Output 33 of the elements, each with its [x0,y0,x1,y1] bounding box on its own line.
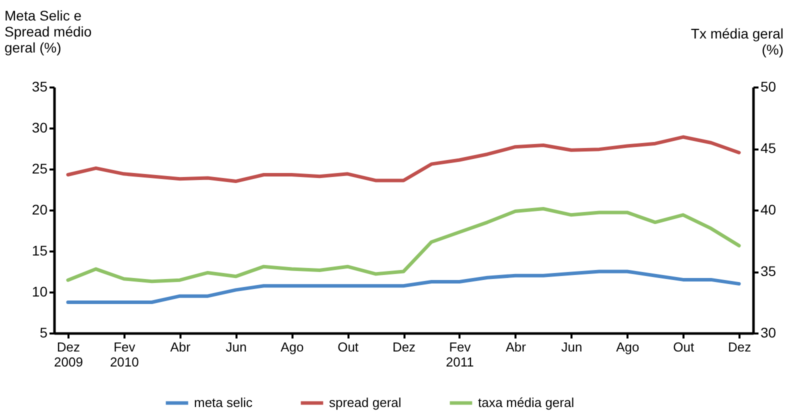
x-tick-label: Dez 2009 [54,340,83,370]
y2-tick-label: 50 [760,78,776,94]
line-series [66,207,741,284]
x-tick-label: Abr [506,340,527,354]
x-tick-label: Abr [170,340,192,354]
y-tick-label: 30 [32,120,48,136]
y-axis-title: Meta Selic e Spread médio geral (%) [4,8,92,56]
x-tick-label: Jun [226,340,247,354]
x-tick-label: Fev 2011 [446,340,474,370]
y2-axis-title: Tx média geral (%) [690,26,784,58]
line-series [66,270,741,304]
x-tick-label: Fev 2010 [110,340,139,370]
y-tick-label: 5 [40,324,48,340]
y2-tick-label: 45 [760,140,776,156]
x-tick-label: Out [338,340,359,354]
y-tick-label: 25 [32,160,48,176]
x-tick-label: Ago [280,340,304,354]
y2-tick-label: 40 [760,202,776,218]
legend-label: taxa média geral [478,395,574,410]
x-tick-label: Dez [728,340,752,354]
x-tick-label: Out [673,340,694,354]
x-tick-label: Ago [616,340,640,354]
y-tick-label: 20 [32,202,48,218]
line-series [66,135,741,184]
y-tick-label: 10 [32,284,48,300]
x-tick-label: Jun [561,340,582,354]
y-tick-label: 35 [32,78,48,94]
legend-label: meta selic [194,395,254,410]
x-tick-label: Dez [392,340,416,354]
y-tick-label: 15 [32,242,48,258]
legend-label: spread geral [329,395,402,410]
y2-tick-label: 35 [760,263,776,279]
y2-tick-label: 30 [760,324,776,340]
